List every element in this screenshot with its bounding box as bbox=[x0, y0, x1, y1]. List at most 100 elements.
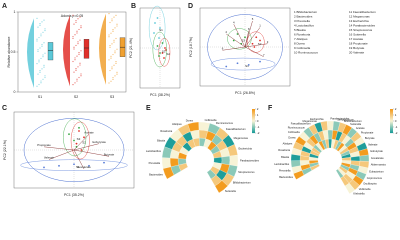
group-label: S3 bbox=[241, 39, 245, 43]
group-ellipse bbox=[148, 5, 166, 51]
colorbar-step bbox=[390, 119, 393, 121]
jitter-point bbox=[72, 37, 74, 39]
group-label: S1 bbox=[159, 28, 163, 32]
point bbox=[78, 130, 80, 132]
jitter-point bbox=[76, 78, 78, 80]
jitter-point bbox=[76, 30, 78, 32]
jitter-point bbox=[38, 36, 40, 39]
jitter-point bbox=[44, 29, 46, 32]
jitter-point bbox=[43, 42, 45, 44]
category-label: Escherichia bbox=[310, 117, 324, 121]
legend-item: 20 Valerate bbox=[349, 50, 364, 54]
colorbar-step bbox=[252, 118, 255, 120]
jitter-point bbox=[42, 78, 44, 80]
jitter-point bbox=[111, 43, 113, 45]
category-label: Dorea bbox=[186, 118, 194, 122]
category-label: Megamonas bbox=[234, 136, 249, 140]
jitter-point bbox=[41, 21, 43, 23]
colorbar-step bbox=[390, 113, 393, 115]
jitter-point bbox=[80, 75, 82, 77]
colorbar-step bbox=[252, 121, 255, 123]
category-label: Faecalibacterium bbox=[226, 127, 246, 131]
jitter-point bbox=[43, 66, 45, 68]
colorbar-step bbox=[252, 115, 255, 117]
jitter-point bbox=[44, 76, 46, 79]
jitter-point bbox=[73, 23, 75, 25]
group-ellipse bbox=[70, 121, 90, 160]
x-tick-label: S3 bbox=[110, 95, 114, 99]
loading-arrow bbox=[226, 33, 246, 48]
jitter-point bbox=[115, 61, 117, 63]
category-label: Escherichia bbox=[238, 147, 252, 151]
category-label: Prevotella bbox=[279, 169, 291, 173]
panel-letter: F bbox=[268, 105, 273, 112]
category-label: Streptococcus bbox=[337, 117, 354, 121]
heat-cell bbox=[229, 154, 239, 167]
group-ellipse bbox=[210, 57, 276, 71]
category-label: Blautia bbox=[281, 155, 289, 159]
colorbar-label: 2 bbox=[257, 107, 259, 111]
jitter-point bbox=[75, 44, 77, 47]
jitter-point bbox=[113, 64, 115, 66]
jitter-point bbox=[116, 71, 118, 73]
category-label: Eubacterium bbox=[369, 169, 384, 173]
point bbox=[75, 145, 78, 148]
loading-label: 4 bbox=[233, 20, 235, 24]
legend-item: 13 Escherichia bbox=[349, 19, 369, 23]
jitter-point bbox=[79, 16, 81, 18]
jitter-point bbox=[43, 64, 45, 66]
point bbox=[225, 65, 228, 68]
y-axis-label: PC2 (21.4%) bbox=[129, 38, 133, 58]
jitter-point bbox=[108, 82, 110, 84]
category-label: Collinsella bbox=[288, 130, 300, 134]
colorbar-step bbox=[390, 117, 393, 119]
point bbox=[158, 37, 160, 39]
loading-arrow bbox=[48, 149, 75, 160]
jitter-point bbox=[41, 68, 43, 70]
jitter-point bbox=[80, 25, 82, 27]
jitter-point bbox=[109, 21, 111, 24]
jitter-point bbox=[39, 70, 41, 72]
jitter-point bbox=[114, 75, 116, 77]
violin-shape bbox=[99, 13, 106, 85]
panel-letter: B bbox=[131, 3, 136, 10]
jitter-point bbox=[116, 23, 118, 25]
jitter-point bbox=[108, 59, 110, 61]
figure: A Relative abundance Adonis p=0.05 0 0.5 1 S1 S… bbox=[2, 3, 398, 197]
colorbar-step bbox=[252, 114, 255, 116]
jitter-point bbox=[42, 54, 44, 56]
jitter-point bbox=[115, 62, 117, 65]
jitter-point bbox=[36, 38, 38, 40]
jitter-point bbox=[77, 66, 79, 68]
jitter-point bbox=[44, 28, 46, 30]
jitter-point bbox=[77, 41, 79, 43]
loading-label: 3 bbox=[267, 40, 269, 44]
colorbar-step bbox=[390, 123, 393, 125]
x-axis-label: PC1 (35.2%) bbox=[64, 193, 84, 197]
legend-item: 1 Bifidobacterium bbox=[294, 10, 318, 14]
jitter-point bbox=[116, 25, 118, 27]
jitter-point bbox=[41, 43, 43, 46]
category-label: Bifidobacterium bbox=[233, 180, 251, 184]
point bbox=[259, 60, 261, 63]
legend-item: 11 Faecalibacterium bbox=[349, 10, 376, 14]
colorbar-step bbox=[390, 120, 393, 122]
colorbar-step bbox=[390, 114, 393, 116]
loading-arrow bbox=[43, 146, 75, 151]
category-label: Oscillospira bbox=[363, 182, 377, 186]
jitter-point bbox=[37, 26, 39, 28]
point bbox=[80, 149, 83, 151]
loading-arrow bbox=[222, 46, 246, 51]
category-label: Roseburia bbox=[278, 148, 290, 152]
jitter-point bbox=[111, 18, 113, 20]
jitter-point bbox=[36, 85, 38, 87]
jitter-point bbox=[108, 12, 110, 15]
loading-arrow bbox=[73, 134, 90, 151]
colorbar-step bbox=[390, 109, 393, 111]
y-axis-label: PC2 (22.1%) bbox=[3, 140, 7, 160]
jitter-point bbox=[80, 27, 82, 29]
jitter-point bbox=[75, 21, 77, 23]
point bbox=[161, 42, 164, 44]
jitter-point bbox=[116, 73, 118, 75]
category-label: Ruminococcus bbox=[216, 121, 234, 125]
